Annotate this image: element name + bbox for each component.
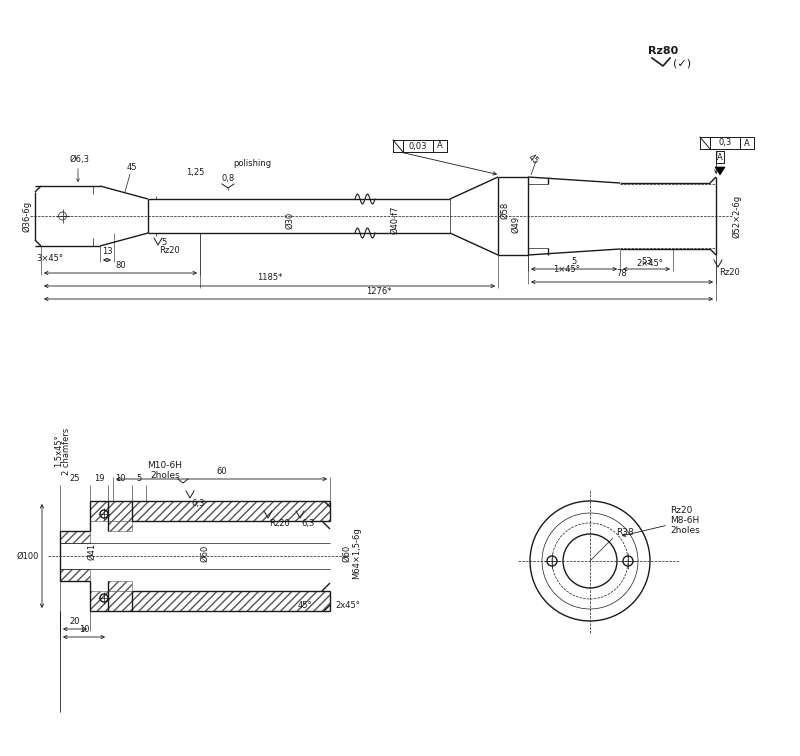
- Text: 0,8: 0,8: [222, 175, 234, 184]
- Text: Rz20: Rz20: [159, 246, 180, 255]
- Text: 53: 53: [641, 256, 652, 265]
- Text: Ø6,3: Ø6,3: [70, 155, 90, 164]
- Text: Ø58: Ø58: [501, 201, 510, 218]
- Text: polishing: polishing: [233, 160, 271, 169]
- Text: 5: 5: [136, 474, 142, 483]
- Text: 2holes: 2holes: [150, 472, 180, 481]
- Text: 1,25: 1,25: [186, 169, 204, 178]
- Text: (✓): (✓): [673, 59, 691, 69]
- Text: 45: 45: [526, 152, 540, 166]
- Text: 45°: 45°: [298, 601, 312, 610]
- Text: 0,03: 0,03: [409, 141, 427, 150]
- Text: Rz80: Rz80: [648, 46, 678, 56]
- Text: Ø40-f7: Ø40-f7: [390, 206, 399, 234]
- Text: 20: 20: [70, 616, 80, 625]
- Text: 1276*: 1276*: [366, 287, 391, 296]
- Text: 1185*: 1185*: [257, 274, 282, 283]
- Text: 6,3: 6,3: [301, 519, 314, 528]
- Text: Rz20: Rz20: [670, 506, 692, 515]
- Text: Ø60: Ø60: [201, 544, 210, 562]
- Text: 10: 10: [114, 474, 126, 483]
- Text: 1×45°: 1×45°: [553, 265, 580, 274]
- Text: M8-6H: M8-6H: [670, 516, 699, 525]
- Text: 10: 10: [78, 624, 90, 634]
- Text: Ø30: Ø30: [286, 212, 294, 228]
- Text: 25: 25: [70, 474, 80, 483]
- Text: R38: R38: [616, 528, 634, 537]
- Text: 45: 45: [126, 163, 138, 172]
- Bar: [90, 501, 330, 521]
- Text: M10-6H: M10-6H: [147, 461, 182, 470]
- Text: 5: 5: [162, 238, 166, 247]
- Bar: [60, 569, 90, 581]
- Text: 3×45°: 3×45°: [36, 254, 63, 263]
- Text: 6,3: 6,3: [191, 499, 204, 508]
- Text: 0,3: 0,3: [718, 138, 732, 147]
- Bar: [60, 531, 90, 543]
- Bar: [108, 521, 132, 531]
- Text: 19: 19: [94, 474, 104, 483]
- Text: Rz20: Rz20: [719, 268, 740, 277]
- Text: Ø52×2-6g: Ø52×2-6g: [732, 194, 741, 237]
- Text: 2holes: 2holes: [670, 526, 700, 535]
- Text: Ø49: Ø49: [511, 215, 521, 233]
- Text: Ø36-6g: Ø36-6g: [23, 200, 32, 231]
- Bar: [108, 581, 132, 591]
- Bar: [90, 591, 330, 611]
- Text: A: A: [744, 138, 750, 147]
- Text: 60: 60: [216, 466, 227, 476]
- Text: 1,5x45°: 1,5x45°: [54, 435, 63, 467]
- Text: 2x45°: 2x45°: [335, 601, 360, 610]
- Text: 5: 5: [571, 256, 577, 265]
- Text: 78: 78: [617, 269, 627, 278]
- Text: 80: 80: [115, 261, 126, 269]
- Text: Ø41: Ø41: [87, 543, 96, 559]
- Text: Rz20: Rz20: [269, 519, 290, 528]
- Text: 2×45°: 2×45°: [637, 259, 663, 268]
- Text: Ø60: Ø60: [342, 544, 351, 562]
- Text: Ø100: Ø100: [16, 551, 38, 560]
- Text: 2 chamfers: 2 chamfers: [62, 427, 71, 475]
- Polygon shape: [715, 167, 725, 175]
- Text: M64×1,5-6g: M64×1,5-6g: [352, 527, 361, 579]
- Text: 13: 13: [102, 247, 112, 256]
- Text: A: A: [717, 153, 723, 162]
- Text: A: A: [437, 141, 443, 150]
